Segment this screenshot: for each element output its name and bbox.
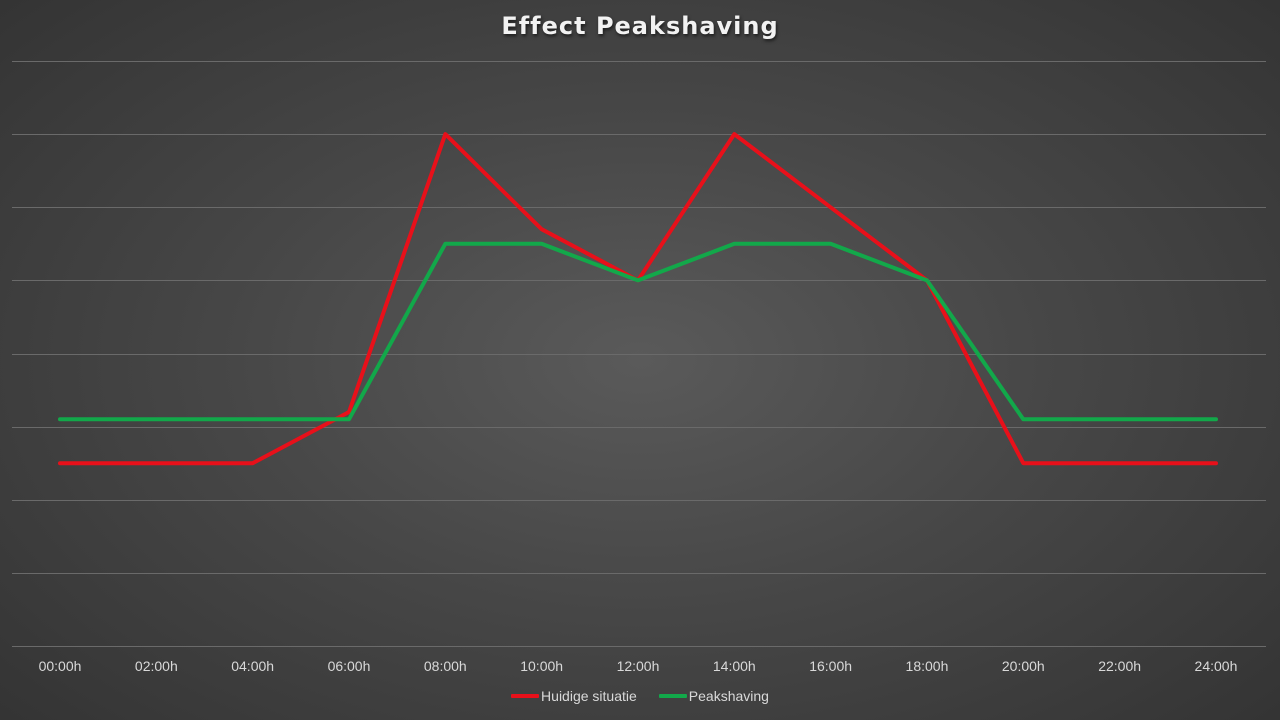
- x-tick-label: 20:00h: [1002, 658, 1045, 674]
- chart-title: Effect Peakshaving: [501, 12, 779, 40]
- series-line-peakshaving: [58, 241, 1218, 422]
- series-lines: [58, 132, 1218, 466]
- x-tick-label: 22:00h: [1098, 658, 1141, 674]
- legend-item-huidige-situatie: Huidige situatie: [511, 688, 637, 704]
- legend: Huidige situatie Peakshaving: [0, 688, 1280, 704]
- x-tick-label: 12:00h: [617, 658, 660, 674]
- x-tick-label: 02:00h: [135, 658, 178, 674]
- legend-label: Huidige situatie: [541, 688, 637, 704]
- x-tick-label: 10:00h: [520, 658, 563, 674]
- legend-label: Peakshaving: [688, 688, 769, 704]
- gridlines: [12, 61, 1266, 647]
- legend-item-peakshaving: Peakshaving: [658, 688, 769, 704]
- x-tick-label: 00:00h: [39, 658, 82, 674]
- x-axis-tick-labels: 00:00h 02:00h 04:00h 06:00h 08:00h 10:00h 12:0…: [39, 658, 1238, 674]
- series-line-huidige-situatie: [58, 132, 1218, 466]
- x-tick-label: 16:00h: [809, 658, 852, 674]
- x-tick-label: 24:00h: [1195, 658, 1238, 674]
- legend-swatch: [511, 694, 540, 698]
- x-tick-label: 08:00h: [424, 658, 467, 674]
- x-tick-label: 04:00h: [231, 658, 274, 674]
- x-tick-label: 06:00h: [328, 658, 371, 674]
- x-tick-label: 14:00h: [713, 658, 756, 674]
- x-tick-label: 18:00h: [906, 658, 949, 674]
- legend-swatch: [658, 694, 687, 698]
